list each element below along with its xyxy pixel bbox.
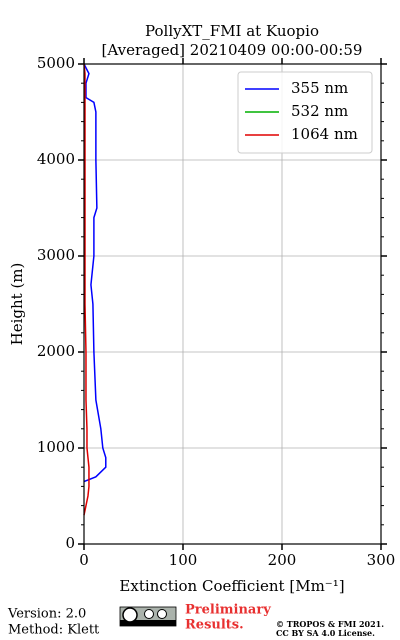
- legend-label: 355 nm: [291, 79, 348, 97]
- y-tick-label: 0: [65, 534, 75, 552]
- legend-label: 1064 nm: [291, 125, 358, 143]
- legend-label: 532 nm: [291, 102, 348, 120]
- x-axis-label: Extinction Coefficient [Mm⁻¹]: [119, 577, 344, 595]
- y-tick-label: 1000: [37, 438, 75, 456]
- method: Method: Klett: [8, 623, 100, 638]
- y-tick-label: 4000: [37, 150, 75, 168]
- plot-frame: [83, 63, 382, 545]
- x-tick-label: 0: [79, 551, 89, 569]
- y-tick-label: 2000: [37, 342, 75, 360]
- data-line: [83, 63, 90, 516]
- y-tick-label: 5000: [37, 54, 75, 72]
- preliminary: Preliminary: [185, 603, 271, 618]
- data-line: [83, 63, 107, 483]
- preliminary: Results.: [185, 618, 244, 633]
- cc-logo: [119, 606, 177, 627]
- copyright: CC BY SA 4.0 License.: [276, 628, 375, 638]
- x-tick-label: 300: [367, 551, 396, 569]
- x-tick-label: 200: [268, 551, 297, 569]
- y-axis-label: Height (m): [8, 263, 26, 346]
- chart-subtitle: [Averaged] 20210409 00:00-00:59: [102, 41, 363, 59]
- copyright: © TROPOS & FMI 2021.: [276, 619, 384, 629]
- x-tick-label: 100: [169, 551, 198, 569]
- chart-title: PollyXT_FMI at Kuopio: [145, 22, 319, 40]
- y-tick-label: 3000: [37, 246, 75, 264]
- legend-box: [237, 71, 373, 154]
- version: Version: 2.0: [7, 607, 86, 622]
